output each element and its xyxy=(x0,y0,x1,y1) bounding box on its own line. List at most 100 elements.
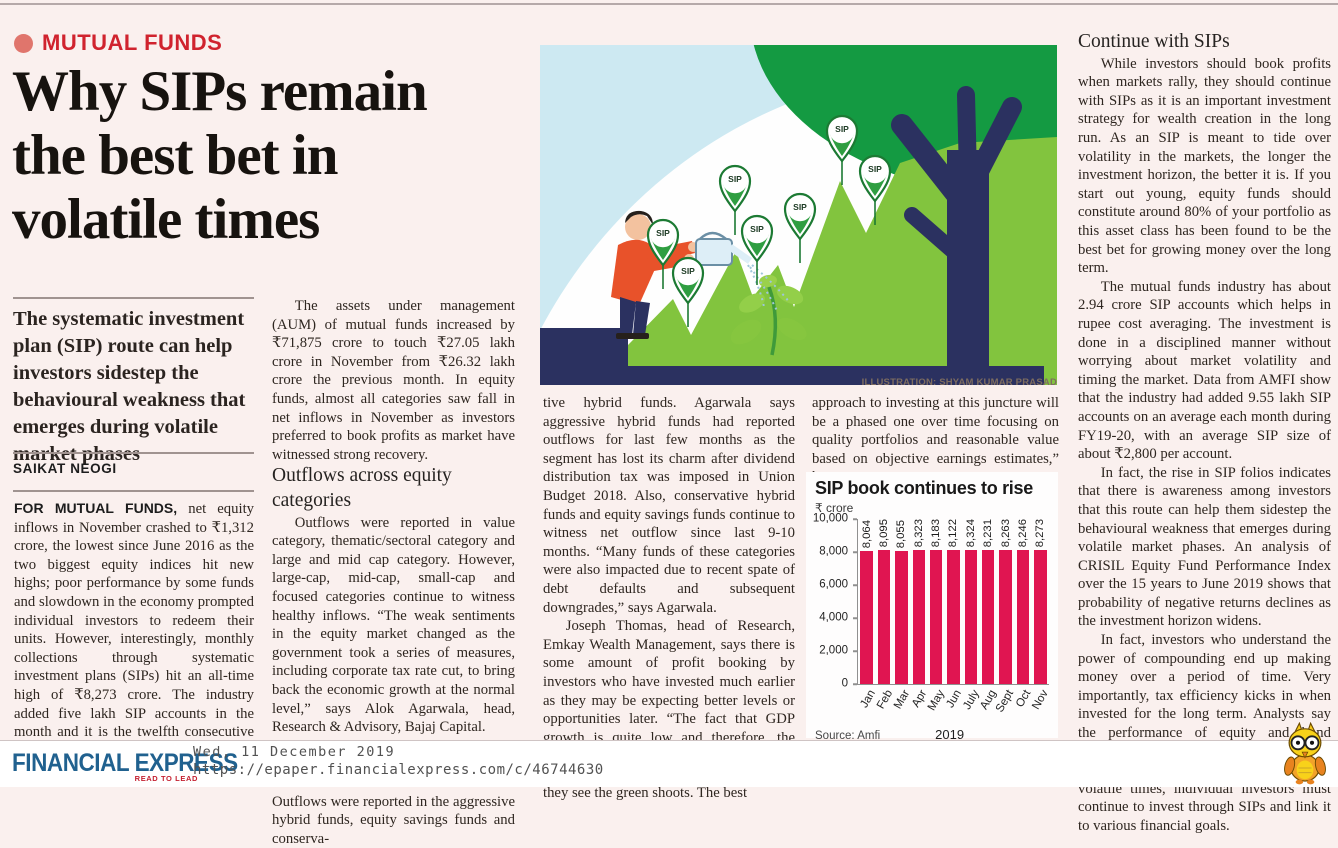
y-tick-label: 0 xyxy=(841,677,848,690)
epaper-date: Wed, 11 December 2019 xyxy=(193,744,396,760)
chart-bar-column: 8,273 xyxy=(1032,519,1049,684)
y-tick-label: 4,000 xyxy=(819,611,848,624)
headline-line-2: the best bet in xyxy=(12,123,338,187)
illustration-credit: ILLUSTRATION: SHYAM KUMAR PRASAD xyxy=(861,377,1057,388)
y-tick xyxy=(853,650,857,652)
chart-bar-column: 8,324 xyxy=(962,519,979,684)
headline: Why SIPs remain the best bet in volatile… xyxy=(12,60,522,251)
y-tick-label: 10,000 xyxy=(812,512,848,525)
man-watering xyxy=(611,210,791,339)
bar-value-label: 8,183 xyxy=(930,519,943,548)
chart-bar-column: 8,231 xyxy=(980,519,997,684)
sip-pin-label: SIP xyxy=(750,224,764,234)
sip-pin-icon: SIP xyxy=(740,214,774,285)
sip-pin-label: SIP xyxy=(656,228,670,238)
bar-value-label: 8,323 xyxy=(912,519,925,548)
month-label: Jan xyxy=(857,688,878,711)
bar-value-label: 8,231 xyxy=(982,519,995,548)
month-label: Mar xyxy=(891,688,913,712)
bar xyxy=(860,550,873,684)
y-tick xyxy=(853,584,857,586)
headline-line-1: Why SIPs remain xyxy=(12,60,428,123)
sapling xyxy=(730,274,807,356)
bar xyxy=(1016,550,1030,684)
chart-bars-row: 8,064 8,095 8,055 8,323 8,183 8,122 8,324 8,231… xyxy=(857,519,1049,685)
paragraph: approach to investing at this juncture w… xyxy=(812,395,1059,485)
tree-trunk xyxy=(947,150,989,385)
chart-unit-label: ₹ crore xyxy=(815,501,854,515)
paragraph: FOR MUTUAL FUNDS, net equity inflows in … xyxy=(14,500,254,779)
sip-pin-label: SIP xyxy=(793,202,807,212)
standfirst: The systematic investment plan (SIP) rou… xyxy=(13,308,246,466)
section-bullet-icon xyxy=(14,33,33,53)
bar xyxy=(947,550,960,684)
bar xyxy=(895,551,908,684)
sip-pins: SIP SIP SIP SIP SIP SIP SIP xyxy=(646,114,892,327)
sip-pin-icon: SIP xyxy=(671,256,705,327)
watering-can xyxy=(695,231,753,266)
chart-bar-column: 8,064 xyxy=(858,519,875,684)
sip-pin-label: SIP xyxy=(681,266,695,276)
subhead-outflows: Outflows across equity categories xyxy=(272,465,452,511)
chart-bar-column: 8,183 xyxy=(927,519,944,684)
chart-y-axis: 10,000 8,000 6,000 4,000 2,000 0 xyxy=(813,512,857,689)
newspaper-page: MUTUAL FUNDS Why SIPs remain the best be… xyxy=(0,3,1338,847)
article-column-4: approach to investing at this juncture w… xyxy=(812,394,1059,487)
chart-bars-wrap: 8,064 8,095 8,055 8,323 8,183 8,122 8,324 8,231… xyxy=(857,519,1051,727)
chart-year-label: 2019 xyxy=(935,727,965,742)
chart-month-cell: July xyxy=(960,685,982,727)
sip-pin-icon: SIP xyxy=(825,114,859,185)
paragraph: The mutual funds industry has about 2.94… xyxy=(1078,278,1331,463)
chart-month-cell: Jun xyxy=(944,685,965,727)
bar xyxy=(981,550,995,684)
byline: SAIKAT NEOGI xyxy=(13,461,117,476)
sip-chart: SIP book continues to rise ₹ crore 10,00… xyxy=(806,472,1058,742)
financial-express-logo: FINANCIAL EXPRESS xyxy=(12,749,238,777)
bar-value-label: 8,273 xyxy=(1034,519,1047,548)
y-tick xyxy=(853,617,857,619)
article-column-1: FOR MUTUAL FUNDS, net equity inflows in … xyxy=(14,500,254,779)
chart-title: SIP book continues to rise xyxy=(815,478,1033,498)
chart-months-row: Jan Feb Mar Apr May Jun July Aug Sept Oct Nov xyxy=(857,685,1051,727)
top-divider xyxy=(0,3,1338,5)
bar-value-label: 8,095 xyxy=(878,519,891,548)
paragraph: In fact, the rise in SIP folios indicate… xyxy=(1078,464,1331,630)
byline-rule xyxy=(13,490,254,492)
sip-pin-label: SIP xyxy=(835,124,849,134)
sip-pin-icon: SIP xyxy=(858,154,892,225)
chart-month-cell: Sept xyxy=(994,685,1016,727)
chart-bar-column: 8,095 xyxy=(875,519,892,684)
bar xyxy=(1034,550,1047,684)
chart-plot: 10,000 8,000 6,000 4,000 2,000 0 8,064 8,095 8,… xyxy=(813,512,1051,727)
month-label: Jun xyxy=(944,688,965,711)
sip-pin-icon: SIP xyxy=(718,164,752,235)
standfirst-rule-bottom xyxy=(13,452,254,454)
month-label: Nov xyxy=(1030,688,1051,712)
lead-in: FOR MUTUAL FUNDS, xyxy=(14,500,178,516)
month-label: July xyxy=(960,688,982,712)
epaper-footer: FINANCIAL EXPRESS READ TO LEAD Wed, 11 D… xyxy=(0,740,1338,787)
epaper-stamp: Wed, 11 December 2019 https://epaper.fin… xyxy=(193,744,604,778)
sip-pin-icon: SIP xyxy=(783,192,817,263)
chart-bar-column: 8,246 xyxy=(1014,519,1031,684)
epaper-url[interactable]: https://epaper.financialexpress.com/c/46… xyxy=(193,762,604,778)
sip-growth-illustration: SIP SIP SIP SIP SIP SIP SIP xyxy=(540,45,1057,385)
section-label: MUTUAL FUNDS xyxy=(42,30,223,55)
bar xyxy=(912,550,925,684)
chart-month-cell: Mar xyxy=(891,685,913,727)
section-header: MUTUAL FUNDS xyxy=(14,30,222,56)
y-tick-label: 2,000 xyxy=(819,644,848,657)
paragraph-text: net equity inflows in November crashed t… xyxy=(14,501,254,777)
paragraph: While investors should book profits when… xyxy=(1078,55,1331,277)
chart-bar-column: 8,323 xyxy=(910,519,927,684)
paragraph: tive hybrid funds. Agarwala says aggress… xyxy=(543,395,795,616)
chart-month-cell: Oct xyxy=(1014,685,1033,727)
chart-bar-column: 8,122 xyxy=(945,519,962,684)
sip-pin-label: SIP xyxy=(868,164,882,174)
headline-line-3: volatile times xyxy=(12,187,320,251)
bar xyxy=(929,550,943,684)
chart-month-cell: May xyxy=(926,685,947,727)
y-tick-label: 6,000 xyxy=(819,578,848,591)
y-tick xyxy=(853,518,857,520)
paragraph: The assets under management (AUM) of mut… xyxy=(272,298,515,463)
